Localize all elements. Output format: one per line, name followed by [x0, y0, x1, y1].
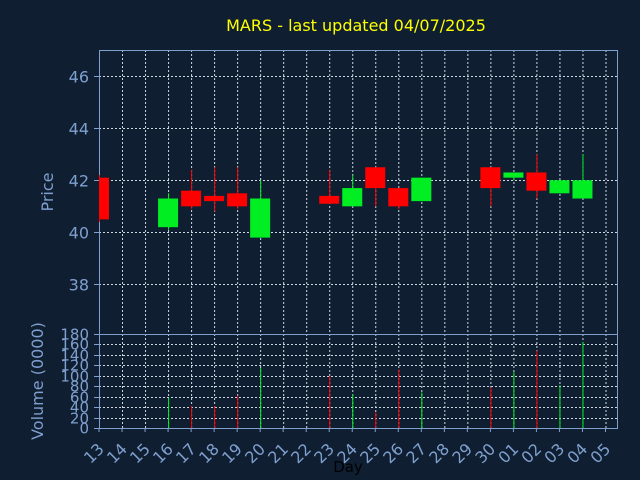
candle-down — [365, 167, 386, 189]
volume-panel-frame — [99, 334, 618, 429]
candle-down — [480, 167, 501, 189]
price-axis-label: Price — [38, 172, 57, 211]
candle-down — [227, 193, 248, 207]
volume-axis-label: Volume (0000) — [28, 322, 47, 440]
price-tick-label: 38 — [69, 276, 89, 295]
volume-tick-label: 160 — [60, 336, 89, 354]
candle-down — [526, 172, 547, 191]
price-tick-label: 46 — [69, 68, 89, 87]
volume-tick-label: 80 — [70, 378, 89, 396]
candle-down — [181, 190, 202, 207]
volume-tick-label: 60 — [70, 389, 89, 407]
candle-up — [549, 180, 570, 194]
volume-tick-label: 120 — [60, 357, 89, 375]
x-axis-label: Day — [333, 458, 363, 476]
price-tick-label: 40 — [69, 224, 89, 243]
volume-tick-label: 140 — [60, 347, 89, 365]
candle-up — [572, 180, 593, 199]
volume-tick-label: 40 — [70, 399, 89, 417]
candle-up — [158, 198, 179, 228]
candle-up — [250, 198, 271, 238]
x-tick-label: 05 — [586, 439, 614, 467]
candle-down — [319, 195, 340, 204]
price-tick-label: 44 — [69, 120, 89, 139]
candle-up — [342, 188, 363, 207]
chart-title: MARS - last updated 04/07/2025 — [226, 16, 486, 35]
volume-tick-label: 0 — [79, 420, 89, 438]
candle-down — [204, 195, 225, 202]
price-tick-label: 42 — [69, 172, 89, 191]
volume-tick-label: 100 — [60, 368, 89, 386]
candle-up — [411, 177, 432, 202]
candle-down — [99, 177, 109, 220]
volume-tick-label: 180 — [60, 326, 89, 344]
candle-down — [388, 188, 409, 207]
candle-up — [503, 172, 524, 178]
volume-tick-label: 20 — [70, 410, 89, 428]
